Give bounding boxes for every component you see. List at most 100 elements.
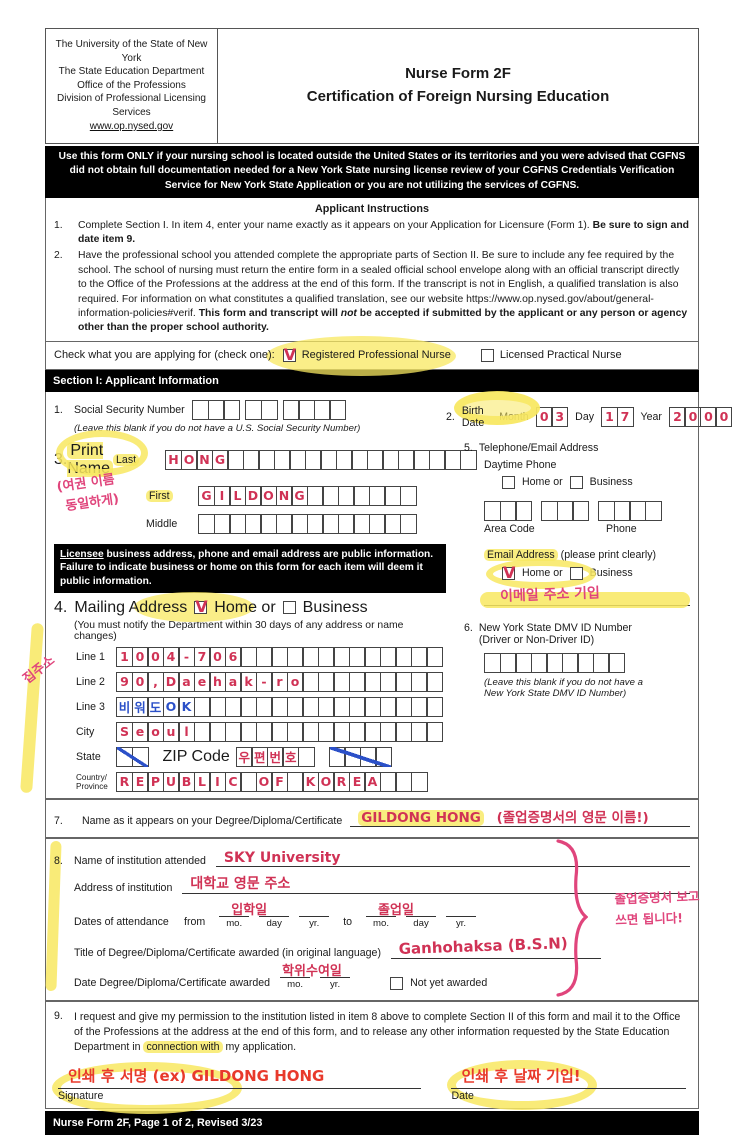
char-box[interactable]	[255, 696, 273, 717]
char-box[interactable]: -	[255, 671, 273, 692]
char-box[interactable]	[271, 646, 288, 667]
char-box[interactable]: R	[116, 771, 133, 792]
ssn-group-1[interactable]	[192, 399, 240, 420]
char-box[interactable]	[320, 449, 338, 470]
char-box[interactable]	[379, 696, 397, 717]
char-box[interactable]: I	[213, 485, 231, 506]
char-box[interactable]	[224, 721, 242, 742]
char-box[interactable]	[426, 721, 443, 742]
char-box[interactable]	[379, 646, 397, 667]
char-box[interactable]	[333, 646, 350, 667]
char-box[interactable]	[629, 500, 646, 521]
char-box[interactable]: 0	[699, 406, 717, 427]
email-input-line[interactable]: 이메일 주소 기입	[480, 584, 690, 608]
char-box[interactable]	[286, 696, 304, 717]
char-box[interactable]	[410, 771, 428, 792]
char-box[interactable]	[275, 513, 293, 534]
char-box[interactable]	[289, 449, 307, 470]
char-box[interactable]	[364, 671, 381, 692]
char-box[interactable]	[561, 652, 579, 673]
char-box[interactable]	[499, 500, 517, 521]
char-box[interactable]	[499, 652, 517, 673]
char-box[interactable]: G	[211, 449, 229, 470]
char-box[interactable]	[368, 513, 386, 534]
char-box[interactable]	[395, 646, 412, 667]
mailing-business-checkbox[interactable]	[282, 601, 296, 615]
char-box[interactable]	[592, 652, 610, 673]
char-box[interactable]	[273, 449, 291, 470]
char-box[interactable]: K	[178, 696, 195, 717]
char-box[interactable]: A	[364, 771, 381, 792]
char-box[interactable]	[240, 646, 257, 667]
char-box[interactable]: 워	[131, 696, 149, 717]
char-box[interactable]	[366, 449, 384, 470]
institution-address-input-line[interactable]: 대학교 영문 주소	[182, 876, 690, 894]
char-box[interactable]: E	[131, 771, 149, 792]
char-box[interactable]	[223, 399, 240, 420]
char-box[interactable]: L	[229, 485, 246, 506]
char-box[interactable]: 2	[668, 406, 686, 427]
char-box[interactable]	[198, 513, 215, 534]
char-box[interactable]	[328, 746, 346, 767]
char-box[interactable]	[351, 449, 369, 470]
rpn-checkbox[interactable]: V	[282, 345, 296, 364]
char-box[interactable]: 편	[251, 746, 269, 767]
date-line[interactable]: 인쇄 후 날짜 기입!	[451, 1067, 686, 1090]
char-box[interactable]: 0	[131, 646, 149, 667]
char-box[interactable]: L	[193, 771, 211, 792]
option-licensed-practical-nurse[interactable]: Licensed Practical Nurse	[480, 348, 622, 362]
char-box[interactable]: P	[147, 771, 164, 792]
char-box[interactable]	[322, 485, 339, 506]
char-box[interactable]	[444, 449, 462, 470]
char-box[interactable]	[244, 513, 262, 534]
from-date-fields[interactable]: 입학일 mo. day yr.	[219, 903, 330, 929]
zip-extra-boxes[interactable]	[328, 746, 393, 767]
char-box[interactable]	[306, 513, 324, 534]
char-box[interactable]: 9	[116, 671, 133, 692]
char-box[interactable]	[384, 513, 401, 534]
char-box[interactable]	[395, 721, 412, 742]
daytime-home-checkbox[interactable]	[502, 475, 515, 489]
char-box[interactable]	[271, 696, 288, 717]
char-box[interactable]: 0	[684, 406, 702, 427]
char-box[interactable]: o	[147, 721, 164, 742]
char-box[interactable]	[379, 771, 397, 792]
ssn-group-3[interactable]	[282, 399, 346, 420]
char-box[interactable]	[209, 721, 226, 742]
char-box[interactable]	[335, 449, 353, 470]
char-box[interactable]: r	[271, 671, 288, 692]
char-box[interactable]	[337, 485, 355, 506]
char-box[interactable]	[209, 696, 226, 717]
char-box[interactable]: G	[198, 485, 215, 506]
char-box[interactable]	[260, 513, 277, 534]
char-box[interactable]	[255, 646, 273, 667]
char-box[interactable]	[227, 449, 245, 470]
char-box[interactable]: N	[275, 485, 293, 506]
char-box[interactable]: S	[116, 721, 133, 742]
char-box[interactable]	[410, 721, 428, 742]
char-box[interactable]	[333, 671, 350, 692]
char-box[interactable]: e	[131, 721, 149, 742]
char-box[interactable]	[313, 399, 331, 420]
char-box[interactable]	[598, 500, 615, 521]
char-box[interactable]	[428, 449, 446, 470]
char-box[interactable]	[302, 721, 319, 742]
char-box[interactable]: K	[302, 771, 319, 792]
char-box[interactable]: ,	[147, 671, 164, 692]
char-box[interactable]	[240, 696, 257, 717]
char-box[interactable]	[258, 449, 276, 470]
char-box[interactable]	[348, 721, 366, 742]
char-box[interactable]	[426, 696, 443, 717]
char-box[interactable]: 0	[535, 406, 553, 427]
char-box[interactable]	[572, 500, 589, 521]
char-box[interactable]	[317, 696, 335, 717]
char-box[interactable]	[192, 399, 209, 420]
degree-name-input-line[interactable]: GILDONG HONG (졸업증명서의 영문 이름!)	[350, 809, 690, 827]
org-website-link[interactable]: www.op.nysed.gov	[89, 121, 174, 132]
ssn-group-2[interactable]	[245, 399, 278, 420]
char-box[interactable]	[426, 646, 443, 667]
